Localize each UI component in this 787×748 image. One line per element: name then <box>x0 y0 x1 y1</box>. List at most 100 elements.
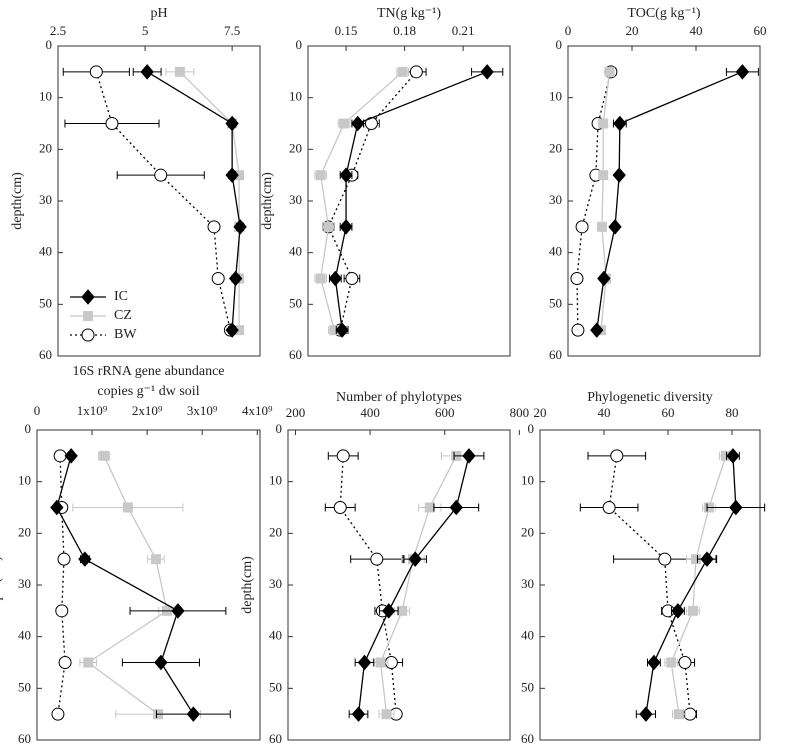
y-tick-label: 20 <box>289 140 302 155</box>
point <box>647 654 661 671</box>
x-tick-label: 0.18 <box>393 23 416 38</box>
y-tick-label: 10 <box>18 473 31 488</box>
point <box>339 118 350 129</box>
y-tick-label: 30 <box>18 576 31 591</box>
x-tick-label: 200 <box>286 405 306 420</box>
point <box>375 657 386 668</box>
point <box>351 115 365 132</box>
y-tick-label: 0 <box>296 37 303 52</box>
point <box>683 707 697 721</box>
point <box>608 219 622 235</box>
point <box>480 64 494 80</box>
point <box>78 551 92 567</box>
y-tick-label: 60 <box>549 347 562 362</box>
y-axis-label: depth(cm) <box>0 556 4 614</box>
point <box>408 551 422 567</box>
series-line <box>179 71 240 331</box>
point <box>186 706 201 722</box>
y-tick-label: 50 <box>18 679 31 694</box>
point <box>122 502 133 513</box>
plot-frame <box>567 45 761 357</box>
y-tick-label: 20 <box>549 140 562 155</box>
point <box>357 654 372 671</box>
point <box>351 706 366 722</box>
x-tick-label: 20 <box>534 405 547 420</box>
point <box>726 448 740 464</box>
y-tick-label: 40 <box>269 628 282 643</box>
y-axis-label: depth(cm) <box>240 556 255 614</box>
series-line <box>596 71 743 331</box>
point <box>233 219 247 235</box>
x-tick-label: 400 <box>360 405 380 420</box>
y-tick-label: 50 <box>269 679 282 694</box>
point <box>234 325 245 336</box>
point <box>315 170 326 181</box>
series-line <box>576 71 612 331</box>
y-tick-label: 10 <box>549 89 562 104</box>
series-line <box>670 455 727 715</box>
y-tick-label: 0 <box>556 37 563 52</box>
point <box>671 603 685 619</box>
y-tick-label: 20 <box>269 524 282 539</box>
y-tick-label: 40 <box>521 628 534 643</box>
point <box>602 501 616 514</box>
point <box>449 499 463 516</box>
panel-subtitle: copies g⁻¹ dw soil <box>97 384 199 399</box>
point <box>687 605 698 616</box>
point <box>225 115 239 132</box>
series-line <box>146 71 241 331</box>
point <box>55 604 69 618</box>
point <box>53 449 67 463</box>
y-tick-label: 10 <box>521 473 534 488</box>
y-tick-label: 20 <box>521 524 534 539</box>
y-tick-label: 60 <box>39 347 52 362</box>
x-tick-label: 4x10⁹ <box>242 403 273 418</box>
y-tick-label: 30 <box>269 576 282 591</box>
y-tick-label: 30 <box>521 576 534 591</box>
series-line <box>379 455 457 715</box>
point <box>658 552 672 566</box>
point <box>590 322 604 338</box>
x-tick-label: 800 <box>510 405 530 420</box>
point <box>462 448 476 464</box>
y-tick-label: 10 <box>269 473 282 488</box>
x-tick-label: 2.5 <box>50 23 66 38</box>
panel-title: pH <box>150 6 167 21</box>
point <box>154 654 168 671</box>
y-axis-label: depth(cm) <box>260 172 275 230</box>
x-tick-label: 0.21 <box>452 23 475 38</box>
y-axis-label: depth(cm) <box>10 172 25 230</box>
point <box>571 323 585 337</box>
x-tick-label: 80 <box>726 405 739 420</box>
point <box>207 220 221 234</box>
point <box>381 709 392 720</box>
point <box>333 501 347 514</box>
point <box>598 118 609 129</box>
point <box>225 322 239 338</box>
plot-frame <box>57 45 261 357</box>
x-tick-label: 5 <box>142 23 149 38</box>
point <box>174 66 185 77</box>
x-tick-label: 60 <box>662 405 675 420</box>
x-tick-label: 20 <box>626 23 639 38</box>
y-tick-label: 50 <box>521 679 534 694</box>
series-line <box>320 71 404 331</box>
plot-frame <box>287 429 511 741</box>
plot-frame <box>36 429 261 741</box>
point <box>397 605 408 616</box>
point <box>211 272 225 285</box>
point <box>735 64 750 80</box>
y-tick-label: 60 <box>18 731 31 746</box>
point <box>575 220 589 234</box>
y-tick-label: 50 <box>39 295 52 310</box>
x-tick-label: 3x10⁹ <box>187 403 218 418</box>
point <box>409 65 423 79</box>
point <box>171 603 185 619</box>
y-tick-label: 10 <box>39 89 52 104</box>
x-tick-label: 40 <box>690 23 703 38</box>
point <box>99 450 110 461</box>
point <box>105 117 119 130</box>
x-tick-label: 40 <box>598 405 611 420</box>
point <box>613 115 627 132</box>
panel-title: TOC(g kg⁻¹) <box>627 6 700 21</box>
